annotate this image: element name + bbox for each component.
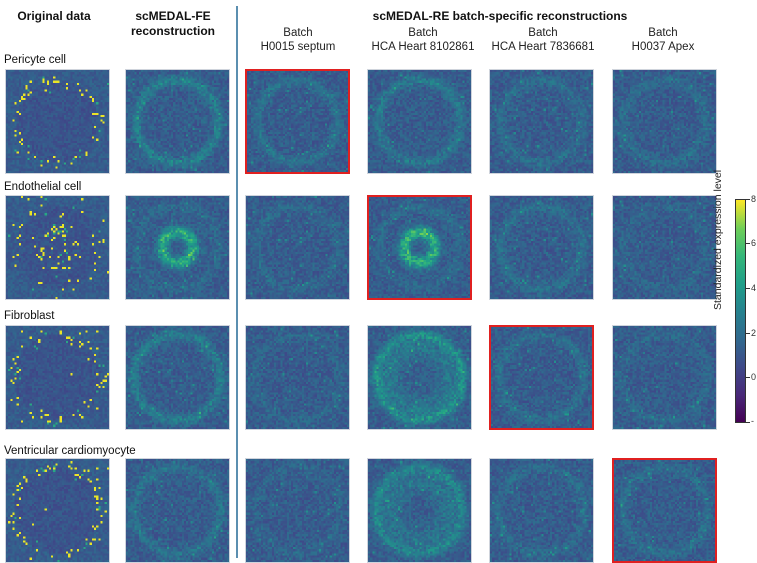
batch-word: Batch: [528, 27, 558, 39]
batch-word: Batch: [648, 27, 678, 39]
heatmap-panel: [367, 458, 472, 563]
batch-word: Batch: [283, 27, 313, 39]
batch-name: HCA Heart 8102861: [371, 41, 475, 53]
batch-name: H0015 septum: [260, 41, 336, 53]
heatmap-panel: [245, 69, 350, 174]
header-fe-reconstruction: scMEDAL-FE reconstruction: [118, 9, 228, 39]
heatmap-panel: [612, 325, 717, 430]
batch-name: H0037 Apex: [631, 41, 695, 53]
colorbar-tick: [746, 199, 750, 200]
colorbar-tick-label: 2: [751, 328, 757, 338]
heatmap-panel: [612, 69, 717, 174]
header-fe-line2: reconstruction: [130, 24, 215, 38]
header-batch-3: Batch H0037 Apex: [608, 26, 718, 54]
colorbar-tick-label: -: [751, 416, 754, 426]
row-label-endothelial: Endothelial cell: [4, 181, 82, 193]
heatmap-panel: [367, 195, 472, 300]
colorbar-tick-label: 6: [751, 238, 757, 248]
heatmap-panel: [489, 325, 594, 430]
colorbar-label: Standardized expression level: [712, 169, 724, 310]
heatmap-panel: [125, 69, 230, 174]
colorbar: [735, 199, 746, 423]
heatmap-panel: [489, 69, 594, 174]
heatmap-panel: [367, 325, 472, 430]
header-batch-1: Batch HCA Heart 8102861: [363, 26, 483, 54]
heatmap-panel: [125, 458, 230, 563]
section-divider: [236, 6, 238, 558]
row-label-ventricular-cardiomyocyte: Ventricular cardiomyocyte: [4, 445, 136, 457]
heatmap-panel: [367, 69, 472, 174]
heatmap-panel: [612, 195, 717, 300]
heatmap-panel: [125, 195, 230, 300]
colorbar-tick: [746, 288, 750, 289]
heatmap-panel: [245, 458, 350, 563]
heatmap-panel: [5, 195, 110, 300]
batch-word: Batch: [408, 27, 438, 39]
colorbar-tick: [746, 243, 750, 244]
heatmap-panel: [489, 458, 594, 563]
heatmap-panel: [245, 325, 350, 430]
batch-name: HCA Heart 7836681: [491, 41, 595, 53]
heatmap-panel: [612, 458, 717, 563]
heatmap-panel: [489, 195, 594, 300]
colorbar-tick: [746, 333, 750, 334]
heatmap-panel: [5, 325, 110, 430]
colorbar-tick: [746, 377, 750, 378]
header-re-batch-reconstructions: scMEDAL-RE batch-specific reconstruction…: [372, 9, 628, 23]
colorbar-tick-label: 4: [751, 283, 757, 293]
heatmap-panel: [245, 195, 350, 300]
header-original-data: Original data: [17, 9, 91, 23]
header-fe-line1: scMEDAL-FE: [135, 9, 211, 23]
heatmap-panel: [5, 69, 110, 174]
row-label-fibroblast: Fibroblast: [4, 310, 55, 322]
colorbar-tick-label: 0: [751, 372, 757, 382]
heatmap-panel: [5, 458, 110, 563]
colorbar-tick-label: 8: [751, 194, 757, 204]
colorbar-tick: [746, 422, 750, 423]
header-batch-0: Batch H0015 septum: [243, 26, 353, 54]
row-label-pericyte: Pericyte cell: [4, 54, 66, 66]
heatmap-panel: [125, 325, 230, 430]
header-batch-2: Batch HCA Heart 7836681: [483, 26, 603, 54]
